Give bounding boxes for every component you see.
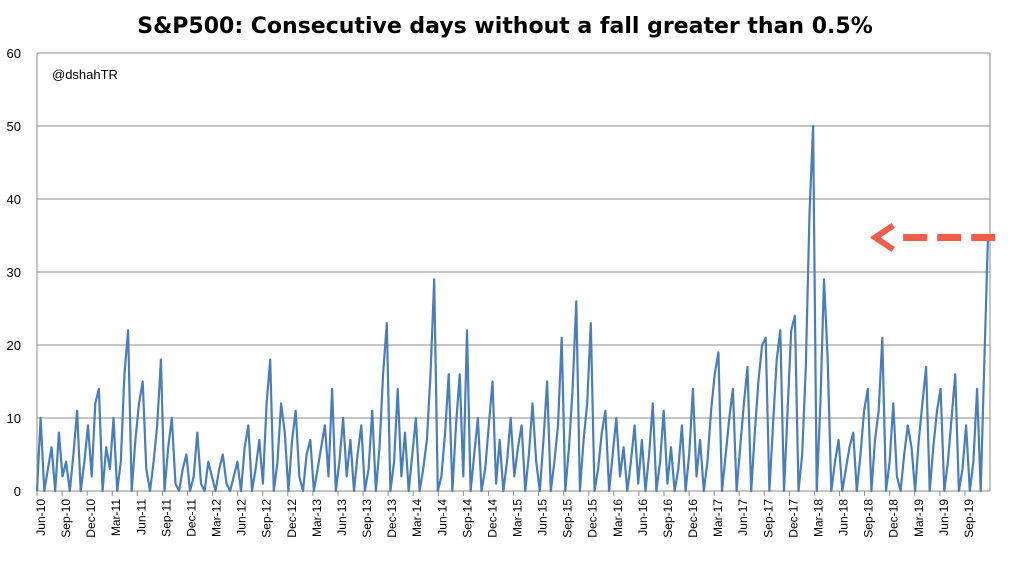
- x-tick-label: Jun-17: [736, 499, 750, 536]
- x-tick-label: Jun-13: [335, 499, 349, 536]
- x-tick-label: Dec-15: [586, 499, 600, 538]
- y-tick-label: 50: [7, 119, 21, 134]
- y-tick-label: 40: [7, 192, 21, 207]
- x-tick-label: Dec-11: [184, 499, 198, 537]
- x-tick-label: Mar-12: [210, 499, 224, 537]
- y-tick-label: 30: [7, 265, 21, 280]
- x-tick-label: Dec-18: [887, 499, 901, 538]
- x-tick-label: Mar-19: [912, 499, 926, 537]
- x-tick-label: Mar-15: [511, 499, 525, 537]
- x-tick-label: Mar-16: [611, 499, 625, 537]
- x-tick-label: Dec-10: [84, 499, 98, 538]
- x-axis: Jun-10 Sep-10 Dec-10 Mar-11 Jun-11 Sep-11 Dec-…: [34, 491, 976, 538]
- x-tick-label: Dec-13: [385, 499, 399, 538]
- series-line: [35, 124, 990, 493]
- watermark-label: @dshahTR: [52, 67, 118, 82]
- x-tick-label: Sep-18: [862, 499, 876, 538]
- x-tick-label: Sep-10: [59, 499, 73, 538]
- x-tick-label: Sep-16: [661, 499, 675, 538]
- x-tick-label: Dec-12: [285, 499, 299, 538]
- y-tick-label: 60: [7, 46, 21, 61]
- x-tick-label: Dec-16: [686, 499, 700, 538]
- y-axis: 0 10 20 30 40 50 60: [7, 46, 21, 499]
- gridlines: [36, 52, 991, 492]
- annotation-layer: [869, 223, 996, 252]
- x-tick-label: Jun-12: [235, 499, 249, 536]
- x-tick-label: Jun-19: [937, 499, 951, 536]
- y-tick-label: 20: [7, 338, 21, 353]
- x-tick-label: Sep-15: [561, 499, 575, 538]
- x-tick-label: Sep-13: [360, 499, 374, 538]
- x-tick-label: Mar-17: [711, 499, 725, 537]
- x-tick-label: Dec-17: [786, 499, 800, 538]
- series-layer: [35, 124, 990, 493]
- x-tick-label: Sep-14: [460, 499, 474, 538]
- x-tick-label: Sep-19: [962, 499, 976, 538]
- x-tick-label: Mar-13: [310, 499, 324, 537]
- y-tick-label: 10: [7, 411, 21, 426]
- x-tick-label: Sep-11: [159, 499, 173, 537]
- x-tick-label: Mar-14: [410, 499, 424, 537]
- annotation-arrow-head: [869, 223, 895, 252]
- x-tick-label: Jun-15: [536, 499, 550, 536]
- x-tick-label: Sep-12: [260, 499, 274, 538]
- x-tick-label: Jun-11: [134, 499, 148, 535]
- y-tick-label: 0: [14, 484, 21, 499]
- chart-title: S&P500: Consecutive days without a fall …: [137, 14, 873, 39]
- x-tick-label: Jun-14: [435, 499, 449, 536]
- x-tick-label: Mar-11: [109, 499, 123, 536]
- x-tick-label: Mar-18: [811, 499, 825, 537]
- x-tick-label: Jun-10: [34, 499, 48, 536]
- x-tick-label: Jun-16: [636, 499, 650, 536]
- x-tick-label: Sep-17: [761, 499, 775, 538]
- x-tick-label: Dec-14: [485, 499, 499, 538]
- x-tick-label: Jun-18: [837, 499, 851, 536]
